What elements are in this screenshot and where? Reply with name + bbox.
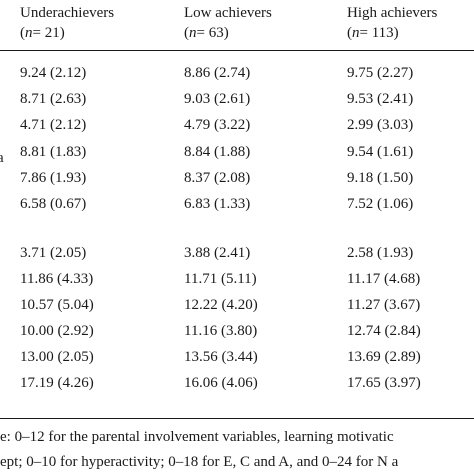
table-cell: 13.56 (3.44) xyxy=(184,349,258,365)
table-cell: 13.00 (2.05) xyxy=(20,349,94,365)
table-cell: 8.86 (2.74) xyxy=(184,65,251,81)
table-cell: 6.58 (0.67) xyxy=(20,196,87,212)
table-cell: 11.71 (5.11) xyxy=(184,271,257,287)
column-header-low-achievers: Low achievers (n= 63) xyxy=(184,3,272,43)
n-value: = 21 xyxy=(32,25,60,41)
table-cell: 17.65 (3.97) xyxy=(347,375,421,391)
table-footnote-line-1: e: 0–12 for the parental involvement var… xyxy=(0,429,394,445)
table-cell: 6.83 (1.33) xyxy=(184,196,251,212)
table-cell: 10.57 (5.04) xyxy=(20,297,94,313)
table-cell: 4.79 (3.22) xyxy=(184,117,251,133)
n-symbol: n xyxy=(25,25,33,41)
table-cell: 2.58 (1.93) xyxy=(347,245,414,261)
footer-rule xyxy=(0,418,474,419)
table-cell: 9.53 (2.41) xyxy=(347,91,414,107)
table-cell: 9.54 (1.61) xyxy=(347,144,414,160)
table-cell: 4.71 (2.12) xyxy=(20,117,87,133)
table-footnote-line-2: ept; 0–10 for hyperactivity; 0–18 for E,… xyxy=(0,454,399,470)
column-header-underachievers: Underachievers (n= 21) xyxy=(20,3,114,43)
table-cell: 8.37 (2.08) xyxy=(184,170,251,186)
column-header-sample-size: (n= 63) xyxy=(184,25,229,41)
column-header-name: Underachievers xyxy=(20,5,115,21)
table-cell: 11.27 (3.67) xyxy=(347,297,421,313)
table-cell: 8.81 (1.83) xyxy=(20,144,87,160)
table-cell: 9.24 (2.12) xyxy=(20,65,87,81)
table-cell: 11.16 (3.80) xyxy=(184,323,258,339)
column-header-high-achievers: High achievers (n= 113) xyxy=(347,3,437,43)
table-cell: 17.19 (4.26) xyxy=(20,375,94,391)
table-cell: 2.99 (3.03) xyxy=(347,117,414,133)
column-header-sample-size: (n= 21) xyxy=(20,25,65,41)
table-cell: 13.69 (2.89) xyxy=(347,349,421,365)
table-cell: 3.88 (2.41) xyxy=(184,245,251,261)
table-cell: 11.17 (4.68) xyxy=(347,271,421,287)
table-cell: 8.71 (2.63) xyxy=(20,91,87,107)
table-cell: 9.18 (1.50) xyxy=(347,170,414,186)
table-cell: 11.86 (4.33) xyxy=(20,271,94,287)
table-cell: 7.86 (1.93) xyxy=(20,170,87,186)
header-rule xyxy=(0,50,474,51)
n-symbol: n xyxy=(189,25,197,41)
column-header-sample-size: (n= 113) xyxy=(347,25,399,41)
table-cell: 7.52 (1.06) xyxy=(347,196,414,212)
table-cell: 8.84 (1.88) xyxy=(184,144,251,160)
row-label-fragment: a xyxy=(0,150,4,166)
n-value: = 63 xyxy=(196,25,224,41)
column-header-name: High achievers xyxy=(347,5,438,21)
table-cell: 12.22 (4.20) xyxy=(184,297,258,313)
table-cell: 16.06 (4.06) xyxy=(184,375,258,391)
table-cell: 10.00 (2.92) xyxy=(20,323,94,339)
table-cell: 9.75 (2.27) xyxy=(347,65,414,81)
column-header-name: Low achievers xyxy=(184,5,272,21)
n-value: = 113 xyxy=(359,25,394,41)
table-cell: 9.03 (2.61) xyxy=(184,91,251,107)
table-cell: 12.74 (2.84) xyxy=(347,323,421,339)
table-cell: 3.71 (2.05) xyxy=(20,245,87,261)
n-symbol: n xyxy=(352,25,360,41)
